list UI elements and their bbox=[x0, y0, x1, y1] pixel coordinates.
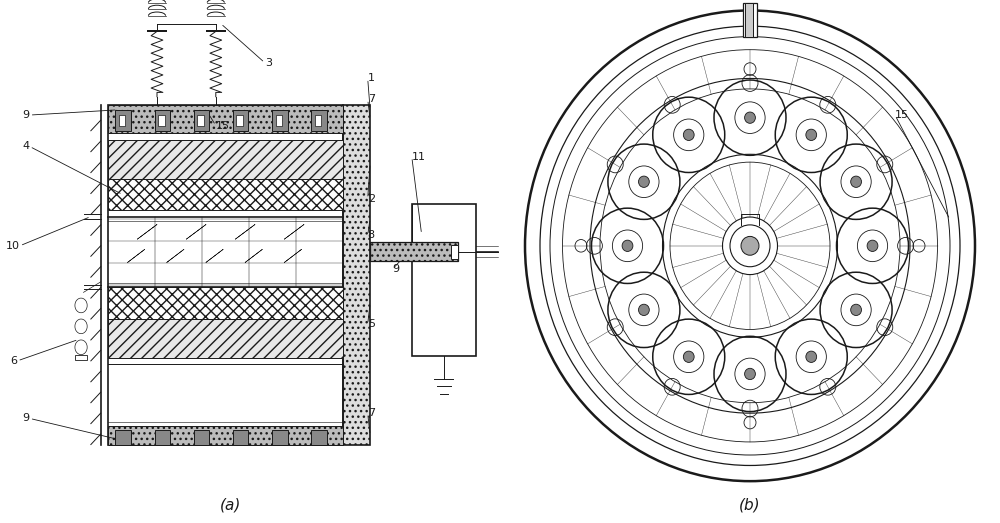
Circle shape bbox=[741, 236, 759, 255]
Circle shape bbox=[745, 368, 755, 380]
Bar bbox=[315, 115, 321, 126]
Bar bbox=[119, 115, 125, 126]
Text: (b): (b) bbox=[739, 497, 761, 512]
Text: 1: 1 bbox=[368, 73, 375, 84]
Text: 5: 5 bbox=[368, 319, 375, 329]
Text: 15: 15 bbox=[895, 110, 909, 120]
Bar bbox=[115, 110, 131, 131]
Bar bbox=[108, 426, 343, 445]
Circle shape bbox=[683, 351, 694, 362]
Text: 4: 4 bbox=[22, 141, 30, 152]
Bar bbox=[276, 115, 282, 126]
Text: 9: 9 bbox=[22, 110, 30, 120]
Text: 7: 7 bbox=[368, 408, 375, 418]
Bar bbox=[108, 105, 343, 445]
Bar bbox=[370, 242, 458, 261]
Bar bbox=[155, 430, 170, 445]
Bar bbox=[108, 287, 343, 319]
Bar bbox=[194, 430, 209, 445]
Text: 2: 2 bbox=[368, 194, 375, 204]
Circle shape bbox=[639, 176, 649, 187]
Text: 6: 6 bbox=[10, 356, 17, 366]
Circle shape bbox=[851, 304, 861, 315]
Bar bbox=[233, 110, 248, 131]
Bar bbox=[745, 3, 753, 37]
Text: 11: 11 bbox=[412, 152, 426, 162]
Circle shape bbox=[738, 233, 763, 259]
Bar bbox=[412, 204, 476, 356]
Text: 15: 15 bbox=[216, 120, 230, 131]
Bar bbox=[272, 110, 288, 131]
Bar bbox=[272, 430, 288, 445]
Text: 10: 10 bbox=[6, 241, 20, 251]
Bar bbox=[75, 355, 87, 360]
Circle shape bbox=[622, 240, 633, 252]
Bar bbox=[197, 115, 204, 126]
Bar bbox=[108, 319, 343, 358]
Text: 8: 8 bbox=[368, 230, 375, 241]
Bar bbox=[233, 430, 248, 445]
Bar bbox=[743, 3, 757, 37]
Circle shape bbox=[867, 240, 878, 252]
Bar bbox=[311, 110, 327, 131]
Circle shape bbox=[806, 129, 817, 141]
Text: (a): (a) bbox=[220, 497, 241, 512]
Bar bbox=[108, 179, 343, 210]
Bar bbox=[311, 430, 327, 445]
Circle shape bbox=[639, 304, 649, 315]
Bar bbox=[108, 140, 343, 179]
Bar bbox=[451, 245, 458, 258]
Text: 7: 7 bbox=[368, 94, 375, 105]
Text: 9: 9 bbox=[22, 413, 30, 424]
Circle shape bbox=[745, 112, 755, 123]
Bar bbox=[158, 115, 165, 126]
Text: 3: 3 bbox=[265, 58, 272, 68]
Circle shape bbox=[730, 225, 770, 267]
Circle shape bbox=[806, 351, 817, 362]
Bar bbox=[343, 105, 370, 445]
Bar bbox=[108, 105, 343, 133]
Bar bbox=[155, 110, 170, 131]
Bar bbox=[236, 115, 243, 126]
Circle shape bbox=[851, 176, 861, 187]
Bar bbox=[194, 110, 209, 131]
Bar bbox=[115, 430, 131, 445]
Text: 9: 9 bbox=[392, 264, 399, 275]
Circle shape bbox=[683, 129, 694, 141]
